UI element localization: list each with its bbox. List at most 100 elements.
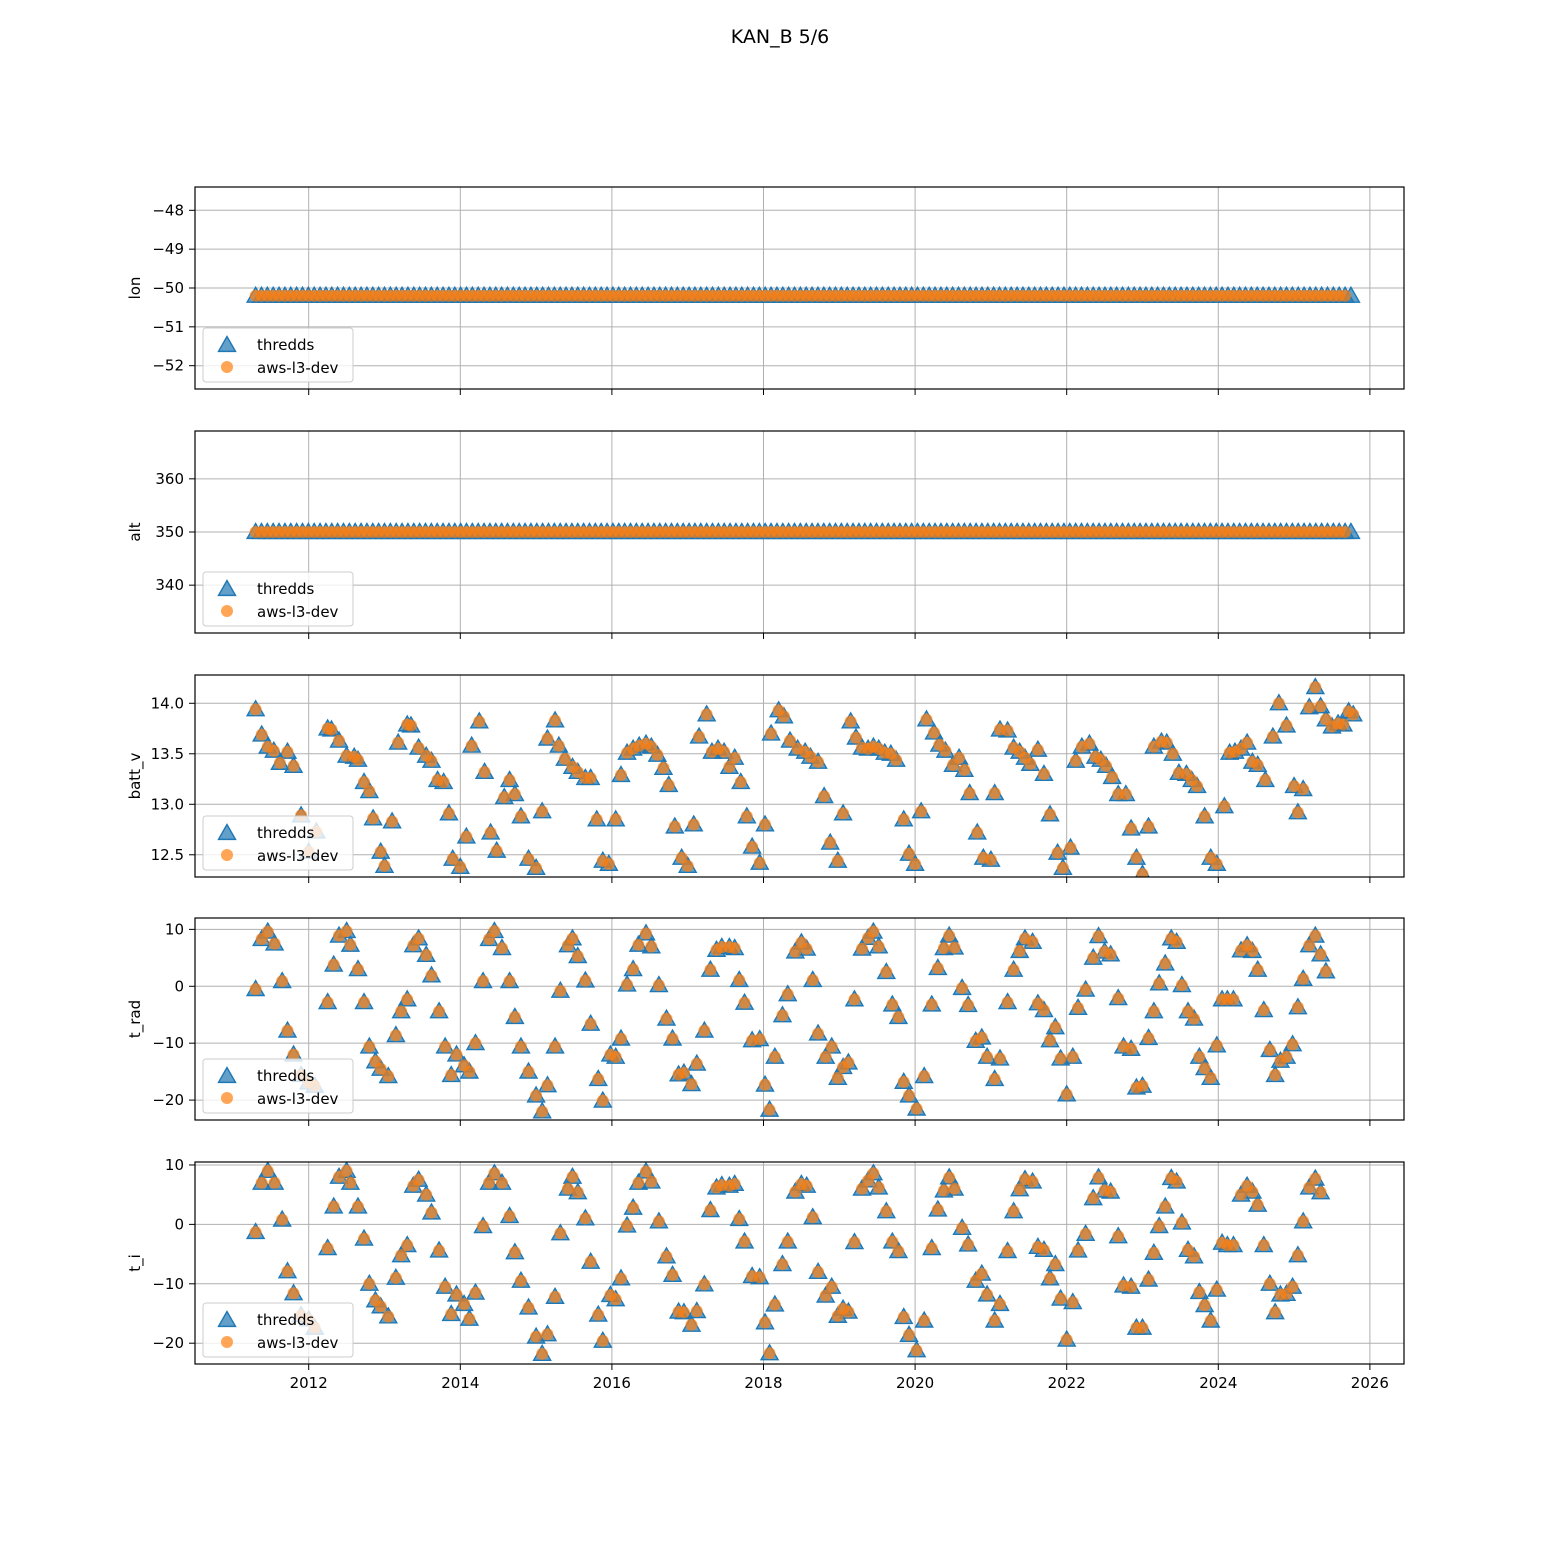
aws-l3-dev-point (768, 1050, 781, 1063)
aws-l3-dev-point (831, 854, 844, 867)
aws-l3-dev-point (837, 807, 850, 820)
aws-l3-dev-point (666, 1032, 679, 1045)
aws-l3-dev-point (463, 1312, 476, 1325)
aws-l3-dev-point (867, 1167, 880, 1180)
aws-l3-dev-point (530, 1089, 543, 1102)
aws-l3-dev-point (558, 752, 571, 765)
y-tick-label: 13.5 (151, 745, 184, 763)
aws-l3-dev-point (249, 983, 262, 996)
aws-l3-dev-point (609, 1293, 622, 1306)
aws-l3-dev-point (579, 1212, 592, 1225)
aws-l3-dev-point (389, 1271, 402, 1284)
aws-l3-dev-point (1263, 1277, 1276, 1290)
aws-l3-dev-point (590, 813, 603, 826)
aws-l3-dev-point (592, 1073, 605, 1086)
aws-l3-dev-point (554, 1227, 567, 1240)
legend-thredds-label: thredds (257, 1067, 314, 1085)
aws-l3-dev-point (812, 1265, 825, 1278)
aws-l3-dev-point (340, 1164, 353, 1177)
aws-l3-dev-point (812, 1027, 825, 1040)
aws-l3-dev-point (892, 1245, 905, 1258)
aws-l3-dev-point (1037, 1243, 1050, 1256)
aws-l3-dev-point (344, 938, 357, 951)
aws-l3-dev-point (806, 1211, 819, 1224)
aws-l3-dev-point (473, 715, 486, 728)
aws-l3-dev-point (1051, 846, 1064, 859)
aws-l3-dev-point (1147, 1005, 1160, 1018)
aws-l3-dev-point (1314, 1186, 1327, 1199)
aws-l3-dev-point (351, 1200, 364, 1213)
aws-l3-dev-point (405, 719, 418, 732)
aws-l3-dev-point (445, 1308, 458, 1321)
aws-l3-dev-point (1251, 1198, 1264, 1211)
legend-aws-label: aws-l3-dev (257, 1334, 339, 1352)
aws-l3-dev-point (660, 1250, 673, 1263)
aws-l3-dev-point (465, 739, 478, 752)
aws-l3-dev-point (1309, 681, 1322, 694)
aws-l3-dev-point (437, 776, 450, 789)
aws-l3-dev-point (931, 962, 944, 975)
aws-l3-dev-point (287, 1048, 300, 1061)
aws-l3-dev-point (993, 1052, 1006, 1065)
aws-l3-dev-point (690, 1057, 703, 1070)
aws-l3-dev-point (420, 948, 433, 961)
aws-l3-dev-point (931, 1203, 944, 1216)
aws-l3-dev-point (273, 756, 286, 769)
plot-area (245, 1162, 1331, 1361)
aws-l3-dev-point (255, 728, 268, 741)
y-tick-label: −10 (152, 1034, 184, 1052)
aws-l3-dev-point (584, 1017, 597, 1030)
aws-l3-dev-point (1188, 1012, 1201, 1025)
plot-area (245, 522, 1361, 540)
aws-l3-dev-point (412, 932, 425, 945)
aws-l3-dev-point (602, 857, 615, 870)
aws-l3-dev-point (460, 830, 473, 843)
aws-l3-dev-point (1269, 1306, 1282, 1319)
aws-l3-dev-point (596, 1094, 609, 1107)
aws-l3-dev-point (988, 1314, 1001, 1327)
aws-l3-dev-point (1044, 1272, 1057, 1285)
aws-l3-dev-point (819, 1289, 832, 1302)
y-tick-label: −49 (152, 240, 184, 258)
y-tick-label: −20 (152, 1334, 184, 1352)
aws-l3-dev-point (584, 772, 597, 785)
aws-l3-dev-point (446, 852, 459, 865)
aws-l3-dev-point (1100, 759, 1113, 772)
aws-l3-dev-point (777, 710, 790, 723)
aws-l3-dev-point (1106, 771, 1119, 784)
aws-l3-dev-point (389, 1029, 402, 1042)
y-axis-label: t_i (126, 1254, 145, 1272)
aws-l3-dev-point (477, 975, 490, 988)
aws-l3-dev-point (632, 938, 645, 951)
aws-l3-dev-point (1218, 800, 1231, 813)
aws-l3-dev-point (781, 988, 794, 1001)
legend-aws-marker (221, 1336, 233, 1348)
aws-l3-dev-point (677, 1066, 690, 1079)
aws-l3-dev-point (763, 1347, 776, 1360)
aws-l3-dev-point (382, 1070, 395, 1083)
aws-l3-dev-point (392, 736, 405, 749)
aws-l3-dev-point (718, 745, 731, 758)
x-tick-label: 2020 (896, 1374, 934, 1392)
aws-l3-dev-point (450, 1288, 463, 1301)
aws-l3-dev-point (693, 730, 706, 743)
aws-l3-dev-point (872, 940, 885, 953)
aws-l3-dev-point (1175, 1216, 1188, 1229)
legend-aws-label: aws-l3-dev (257, 1090, 339, 1108)
aws-l3-dev-point (530, 1330, 543, 1343)
aws-l3-dev-point (975, 1031, 988, 1044)
aws-l3-dev-point (1210, 857, 1223, 870)
aws-l3-dev-point (687, 818, 700, 831)
legend-thredds-marker (217, 1310, 237, 1328)
aws-l3-dev-point (740, 810, 753, 823)
aws-l3-dev-point (1159, 957, 1172, 970)
aws-l3-dev-point (1246, 945, 1259, 958)
aws-l3-dev-point (963, 787, 976, 800)
aws-l3-dev-point (1280, 719, 1293, 732)
aws-l3-dev-point (395, 1005, 408, 1018)
legend-thredds-marker (217, 823, 237, 841)
aws-l3-dev-point (1142, 820, 1155, 833)
aws-l3-dev-point (1072, 1001, 1085, 1014)
aws-l3-dev-point (897, 813, 910, 826)
aws-l3-dev-point (1013, 945, 1026, 958)
